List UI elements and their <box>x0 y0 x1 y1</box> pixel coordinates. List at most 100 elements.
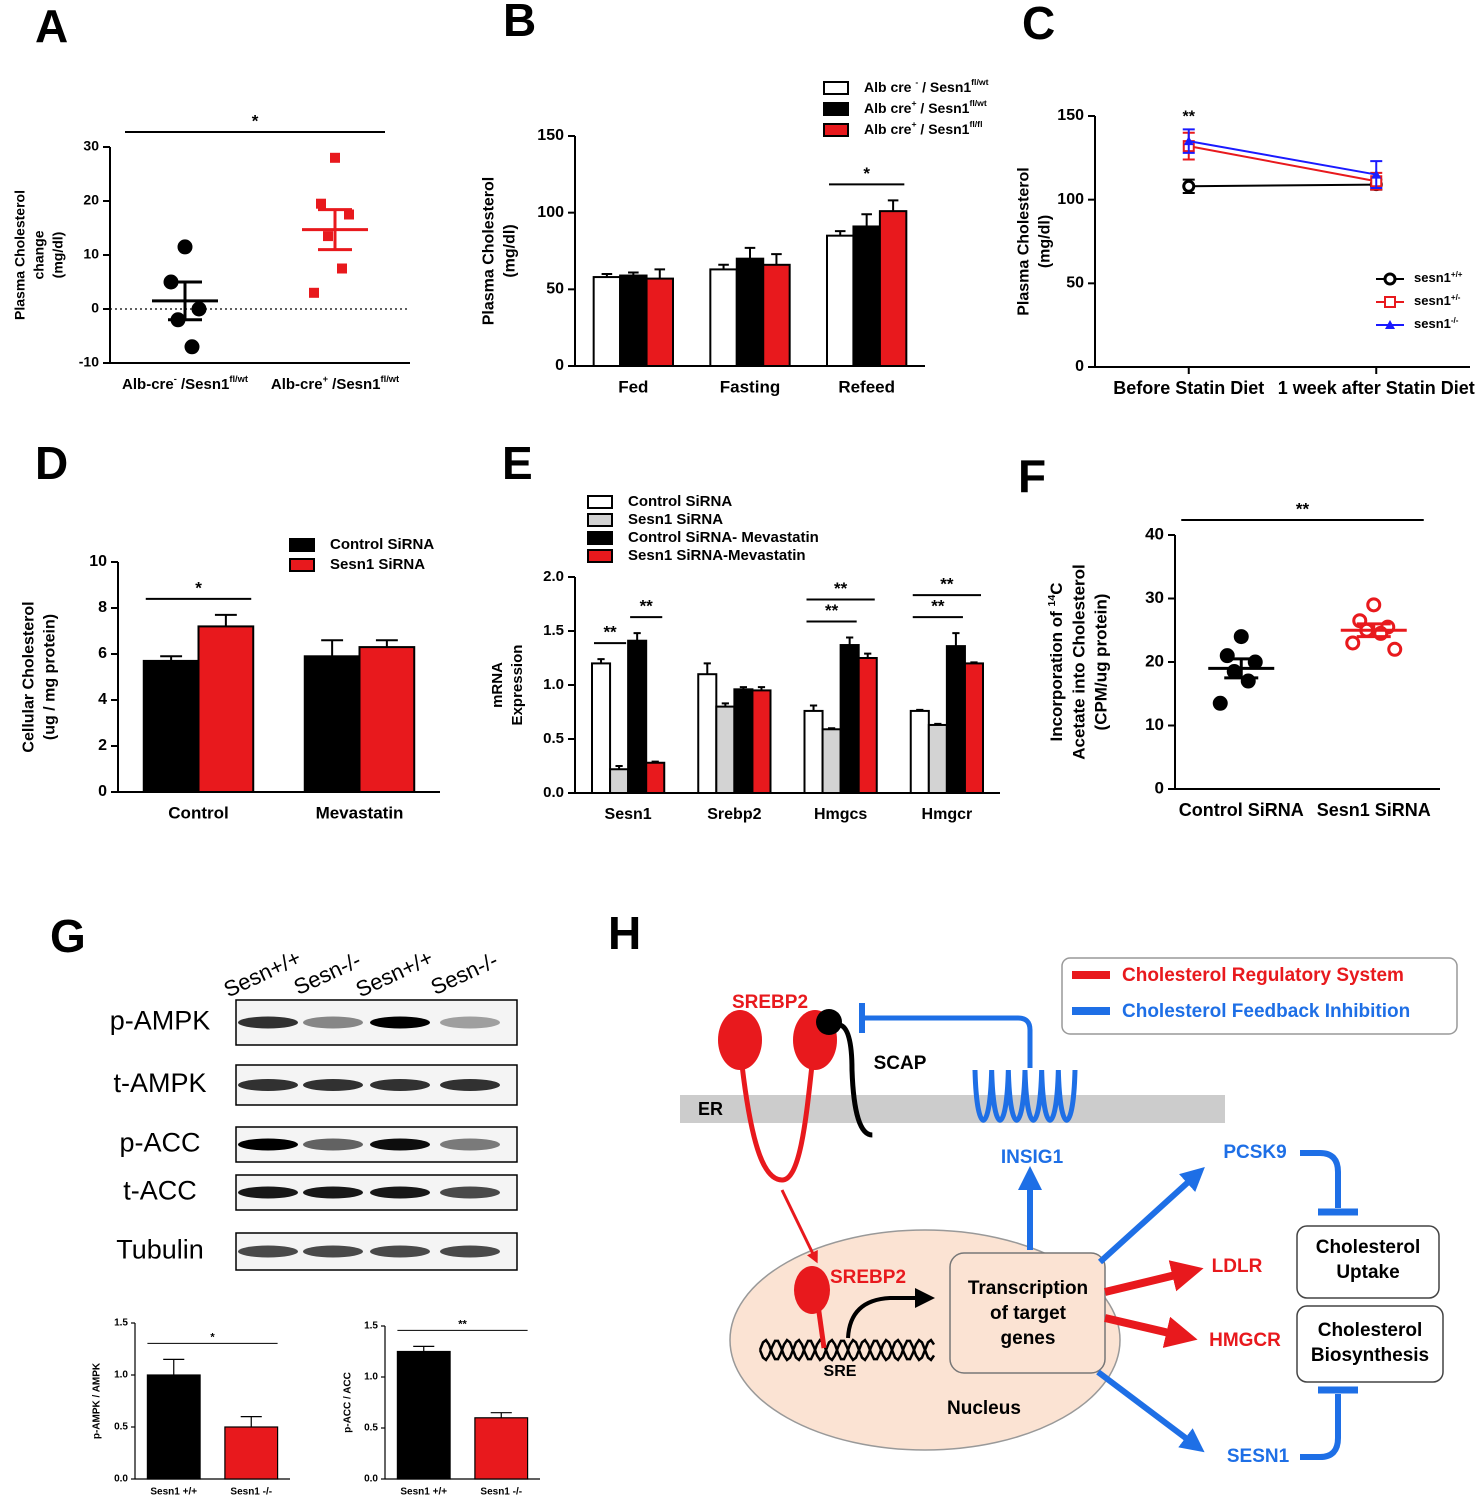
srebp2-stem <box>815 1304 827 1349</box>
error-bar <box>827 727 836 730</box>
error-bar <box>597 658 605 664</box>
blot-row-label: p-ACC <box>119 1128 200 1158</box>
legend-text: Cholesterol Feedback Inhibition <box>1122 1001 1410 1022</box>
bar <box>474 1417 529 1480</box>
text-part: Incorporation of <box>1047 606 1066 741</box>
text-part: fl/wt <box>969 98 986 108</box>
label: genes <box>1001 1328 1056 1349</box>
x-tick-label: Sesn1 +/+ <box>150 1487 197 1498</box>
y-axis-label: Acetate into Cholesterol <box>1069 564 1088 760</box>
bar <box>197 625 255 794</box>
y-tick-label: 0 <box>91 300 99 316</box>
significance-label: ** <box>825 601 839 620</box>
text-part: / Sesn1 <box>917 121 970 137</box>
legend-label: Alb cre+ / Sesn1fl/wt <box>864 98 987 115</box>
legend-label: Control SiRNA- Mevastatin <box>628 529 819 546</box>
y-axis-label: (CPM/ug protein) <box>1091 594 1110 731</box>
blot-band <box>440 1245 500 1258</box>
error-bar <box>809 704 818 711</box>
legend-swatch <box>823 81 849 95</box>
text-part: 14 <box>1046 595 1058 607</box>
label: SREBP2 <box>830 1267 906 1288</box>
blot-band <box>370 1186 430 1199</box>
panel-letter: G <box>50 910 86 962</box>
y-axis-label: p-ACC / ACC <box>343 1372 354 1433</box>
x-tick-label: Mevastatin <box>316 803 404 822</box>
significance-label: ** <box>458 1318 467 1330</box>
y-tick-label: 2 <box>98 737 107 754</box>
label: SRE <box>824 1363 857 1380</box>
bar <box>733 688 754 795</box>
bar <box>803 709 824 794</box>
error-bar <box>163 1358 185 1375</box>
error-bar <box>240 1416 262 1427</box>
error-bar <box>160 655 183 661</box>
blot-band <box>238 1138 298 1151</box>
y-tick-label: 50 <box>546 281 564 298</box>
legend-label: sesn1+/+ <box>1414 270 1463 286</box>
y-tick-label: 0.5 <box>364 1423 378 1434</box>
error-bar <box>214 613 237 627</box>
error-bar <box>413 1345 435 1352</box>
error-bar <box>887 199 899 212</box>
legend-label: Sesn1 SiRNA <box>330 556 425 573</box>
x-tick-label: Fasting <box>720 377 780 396</box>
bar <box>852 225 881 367</box>
x-tick-label: Sesn1 +/+ <box>400 1487 447 1498</box>
blot-band <box>440 1186 500 1199</box>
y-tick-label: 0 <box>1155 778 1164 797</box>
label: SESN1 <box>1227 1446 1290 1467</box>
y-axis-label: Plasma Cholesterol <box>1016 167 1033 316</box>
label: PCSK9 <box>1223 1142 1286 1163</box>
legend-swatch <box>289 538 315 552</box>
bar <box>963 662 984 795</box>
bar <box>697 673 718 795</box>
bar <box>945 645 966 794</box>
blot-band <box>440 1016 500 1029</box>
bar <box>751 689 772 795</box>
y-tick-label: 0.0 <box>364 1474 378 1485</box>
blot-lane-label: Sesn-/- <box>427 947 502 1000</box>
label: SCAP <box>874 1053 927 1074</box>
y-tick-label: 10 <box>83 246 99 262</box>
label: LDLR <box>1212 1256 1263 1277</box>
x-tick-label: Sesn1 -/- <box>230 1487 272 1498</box>
marker <box>316 198 326 209</box>
inhibition-arrow <box>1300 1394 1341 1460</box>
error-bar <box>654 268 666 279</box>
panel-letter: D <box>35 437 68 489</box>
y-axis-label: (mg/dl) <box>1037 215 1054 268</box>
label: ER <box>698 1099 723 1119</box>
blot-band <box>440 1079 500 1091</box>
significance-label: ** <box>1183 109 1196 126</box>
marker <box>323 231 333 242</box>
blot-band <box>303 1079 363 1091</box>
text-part: Alb cre <box>864 121 912 137</box>
x-tick-label: Sesn1 <box>605 806 652 823</box>
marker <box>1212 695 1228 711</box>
error-bar <box>321 639 344 657</box>
blot-band <box>370 1138 430 1151</box>
sem-bar <box>1224 657 1259 680</box>
error-bar <box>952 632 960 647</box>
y-tick-label: 4 <box>98 691 107 708</box>
bar <box>303 655 361 793</box>
line <box>1188 183 1377 188</box>
blot-lane-label: Sesn+/+ <box>352 945 437 1002</box>
arrow <box>1096 1369 1205 1453</box>
significance-label: ** <box>940 575 954 594</box>
x-tick-label: Alb-cre+ /Sesn1fl/wt <box>271 374 399 393</box>
bar <box>909 709 930 794</box>
error-bar <box>718 263 729 270</box>
marker <box>1233 629 1249 645</box>
error-bar <box>861 213 872 227</box>
legend-swatch <box>587 495 613 509</box>
y-axis-label: mRNA <box>489 662 506 708</box>
text-part: Alb-cre <box>271 376 323 393</box>
y-tick-label: 20 <box>83 192 99 208</box>
legend-swatch <box>289 558 315 572</box>
blot-band <box>303 1016 363 1029</box>
marker <box>344 209 354 220</box>
blot-row-label: Tubulin <box>116 1235 204 1265</box>
error-bar <box>721 702 729 707</box>
